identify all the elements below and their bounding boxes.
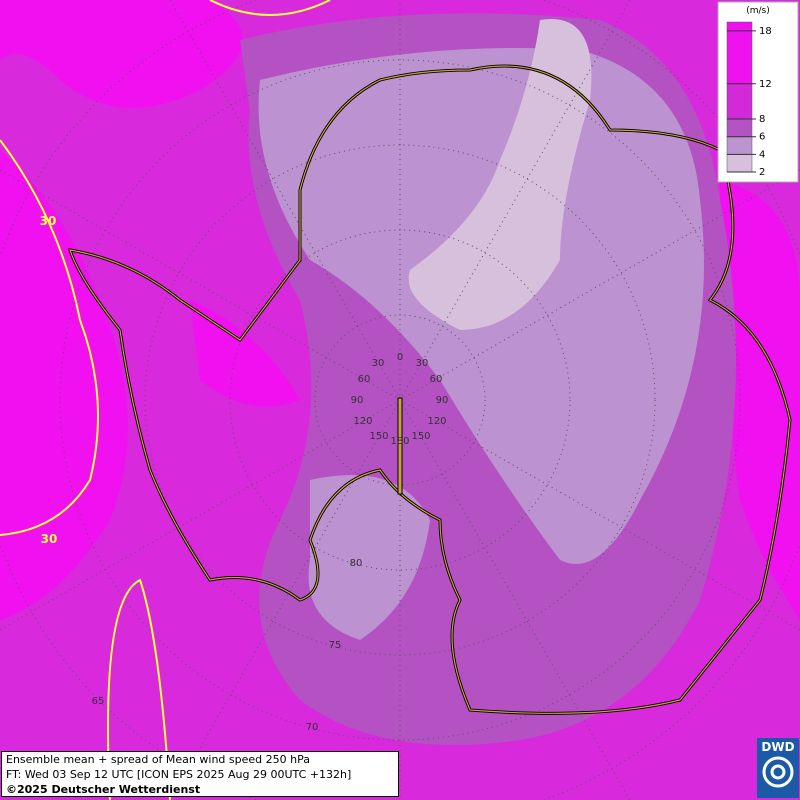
latitude-label: 65 (92, 696, 105, 707)
legend-label: 2 (759, 167, 765, 178)
logo-icon (762, 756, 794, 788)
legend-swatch (726, 83, 753, 120)
legend-swatch (726, 21, 753, 85)
logo-text: DWD (761, 740, 795, 754)
footer-line: Ensemble mean + spread of Mean wind spee… (6, 753, 310, 766)
longitude-label: 30 (416, 358, 429, 369)
longitude-label: 150 (369, 431, 388, 442)
legend-unit: (m/s) (746, 6, 770, 16)
legend-label: 8 (759, 114, 765, 125)
longitude-label: 120 (353, 416, 372, 427)
longitude-label: 90 (351, 395, 364, 406)
legend-label: 6 (759, 132, 765, 143)
legend-label: 12 (759, 79, 772, 90)
latitude-label: 70 (306, 722, 319, 733)
longitude-label: 0 (397, 352, 403, 363)
legend-label: 4 (759, 149, 765, 160)
longitude-label: 60 (358, 374, 371, 385)
longitude-label: 150 (411, 431, 430, 442)
latitude-label: 75 (329, 640, 342, 651)
footer-line: ©2025 Deutscher Wetterdienst (6, 783, 201, 796)
legend-label: 18 (759, 26, 772, 37)
isotach (107, 578, 171, 800)
legend-swatch (726, 154, 753, 173)
footer: Ensemble mean + spread of Mean wind spee… (1, 751, 399, 797)
field-lowest (408, 19, 592, 330)
field-strong (0, 0, 243, 108)
contour-label: 30 (40, 214, 57, 228)
coastline (69, 65, 791, 714)
contour-label: 30 (41, 532, 58, 546)
longitude-label: 120 (427, 416, 446, 427)
footer-line: FT: Wed 03 Sep 12 UTC [ICON EPS 2025 Aug… (6, 768, 352, 781)
longitude-label: 30 (372, 358, 385, 369)
longitude-label: 180 (390, 436, 409, 447)
logo: DWD (757, 738, 799, 798)
isotach (209, 0, 331, 16)
latitude-label: 80 (350, 558, 363, 569)
dateline-marker (397, 397, 403, 495)
field-strong (720, 180, 800, 620)
legend-swatch (726, 136, 753, 155)
field-strong (0, 150, 128, 620)
longitude-label: 60 (430, 374, 443, 385)
field-low (308, 475, 430, 640)
isotach (0, 139, 99, 536)
legend-swatch (726, 118, 753, 137)
longitude-label: 90 (436, 395, 449, 406)
